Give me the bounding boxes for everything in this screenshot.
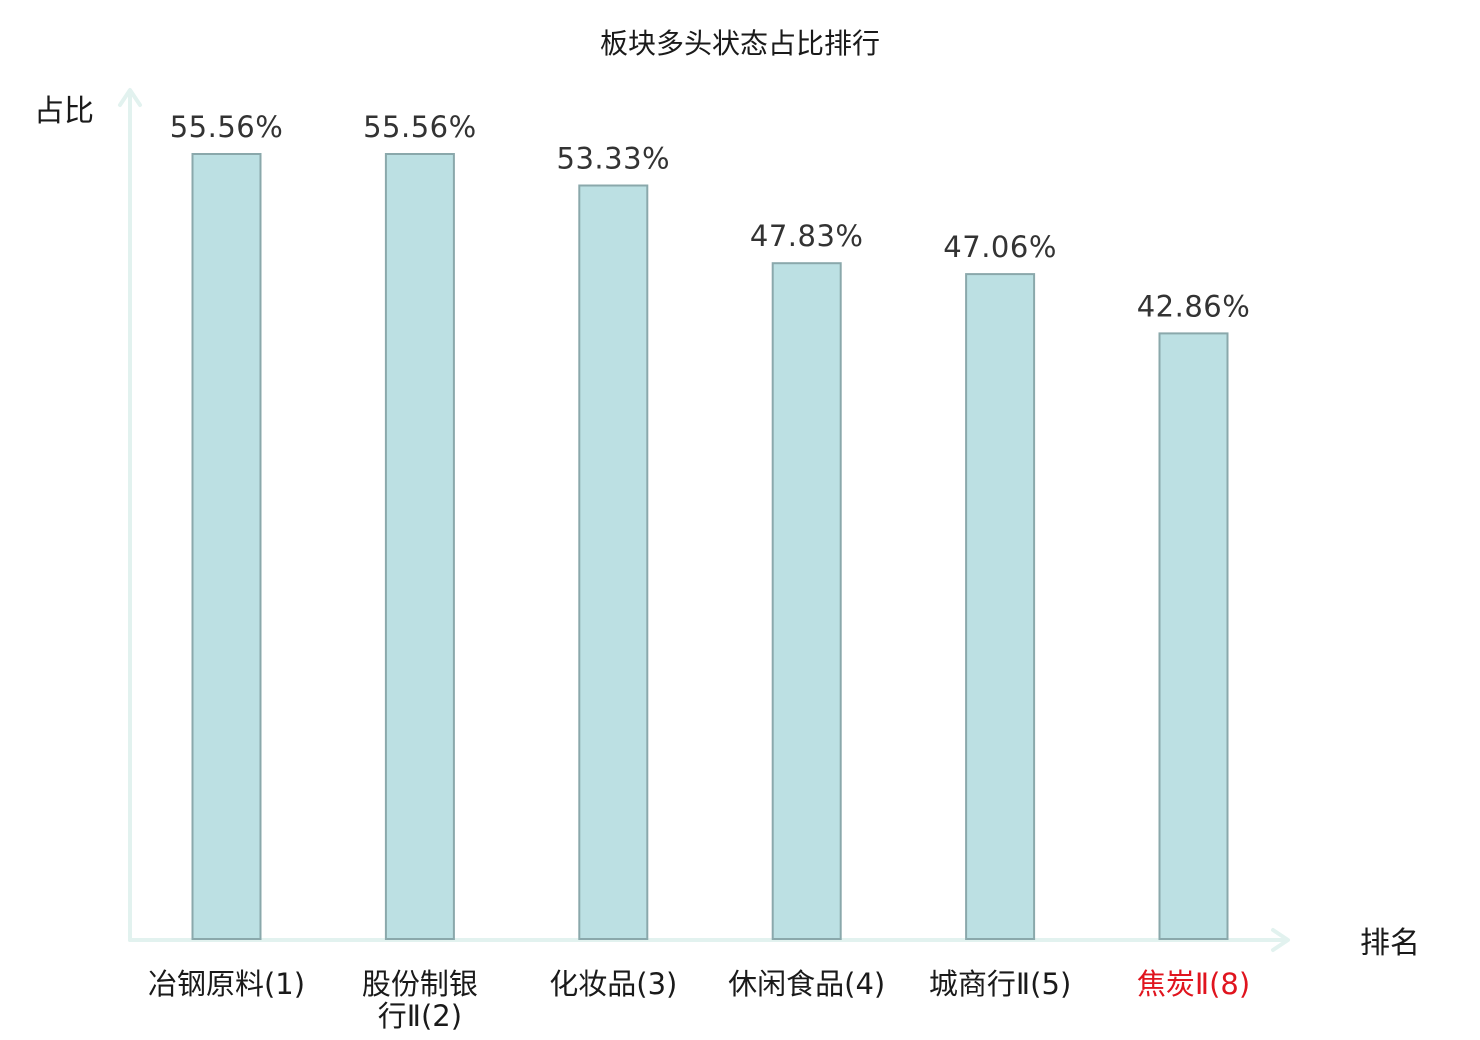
x-axis-title: 排名 (1360, 926, 1420, 961)
bar (965, 273, 1036, 941)
x-tick-label: 休闲食品(4) (728, 967, 885, 1001)
bars-layer (191, 153, 1229, 941)
bar (384, 153, 455, 940)
bar (771, 262, 842, 940)
data-label: 47.83% (750, 219, 864, 253)
bar (191, 153, 262, 940)
value-labels-layer: 55.56% 55.56% 53.33% 47.83% 47.06% 42.86% (170, 110, 1251, 323)
data-label: 47.06% (943, 230, 1057, 264)
x-axis: 排名 (128, 926, 1420, 961)
data-label: 42.86% (1137, 289, 1251, 323)
x-axis-arrow-icon (1271, 928, 1290, 952)
x-tick-label: 焦炭Ⅱ(8) (1137, 967, 1250, 1001)
y-axis-arrow-icon (118, 88, 142, 107)
x-tick-label: 冶钢原料(1) (148, 967, 305, 1001)
bar (578, 184, 649, 940)
bar (1158, 332, 1229, 940)
data-label: 55.56% (170, 110, 284, 144)
y-axis: 占比 (34, 88, 142, 942)
chart-title: 板块多头状态占比排行 (600, 27, 880, 60)
x-tick-label: 股份制银 (362, 967, 478, 1001)
x-tick-label: 化妆品(3) (549, 967, 677, 1001)
y-axis-title: 占比 (34, 94, 94, 129)
x-tick-label: 行Ⅱ(2) (378, 999, 462, 1033)
data-label: 53.33% (557, 142, 671, 176)
data-label: 55.56% (363, 110, 477, 144)
x-tick-label: 城商行Ⅱ(5) (929, 967, 1071, 1001)
